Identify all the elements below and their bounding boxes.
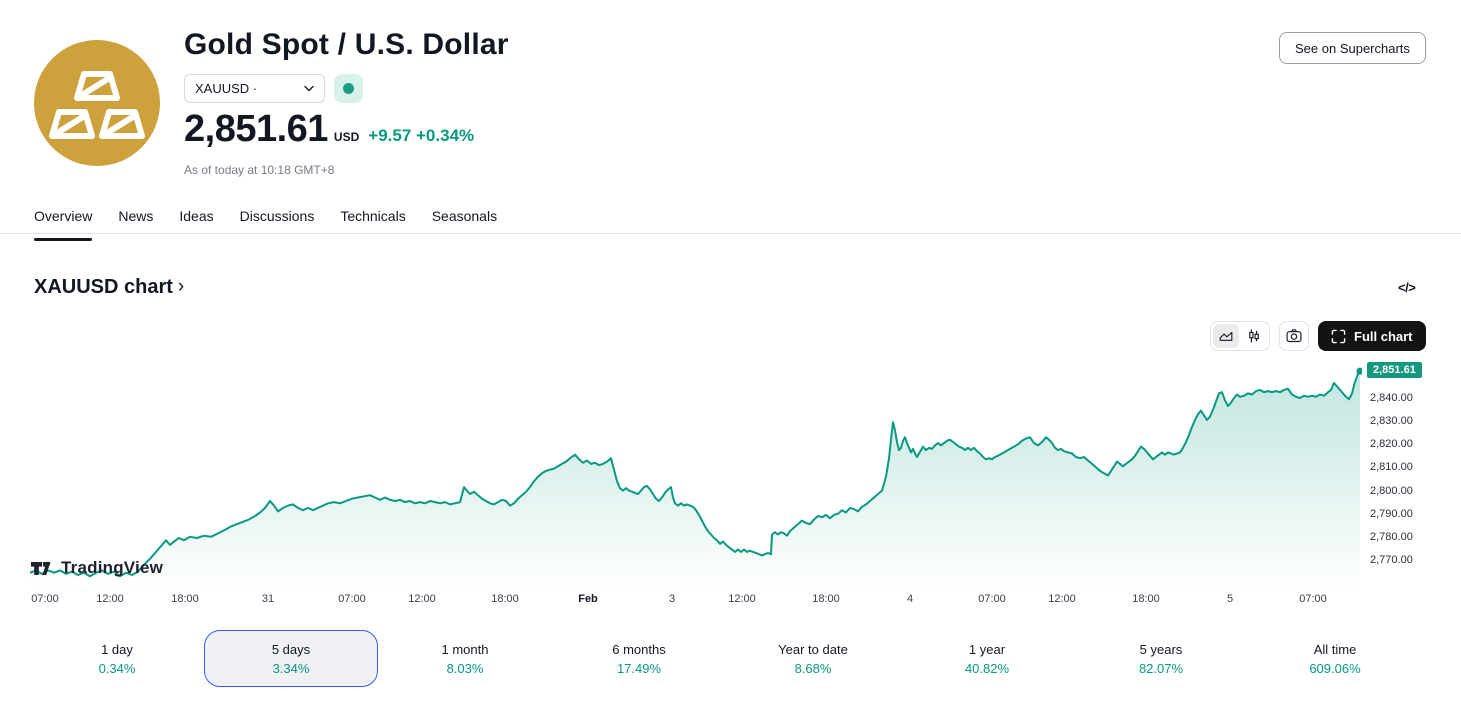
price-axis-label: 2,830.00 xyxy=(1370,415,1413,428)
range-label: 1 year xyxy=(968,641,1006,657)
tab-seasonals[interactable]: Seasonals xyxy=(431,208,498,224)
range-change: 82.07% xyxy=(1138,660,1184,676)
time-axis-label: 07:00 xyxy=(31,593,59,605)
range-button-year-to-date[interactable]: Year to date 8.68% xyxy=(726,630,900,687)
see-on-supercharts-button[interactable]: See on Supercharts xyxy=(1279,32,1426,64)
time-axis-label: 5 xyxy=(1226,593,1234,605)
price-axis-label: 2,770.00 xyxy=(1370,553,1413,566)
price-currency: USD xyxy=(333,130,360,144)
range-label: 5 days xyxy=(271,641,311,657)
time-axis-label: 12:00 xyxy=(408,593,436,605)
price-axis-label: 2,820.00 xyxy=(1370,438,1413,451)
chart-type-toggle xyxy=(1210,321,1270,351)
tab-news[interactable]: News xyxy=(118,208,154,224)
range-selector: 1 day 0.34% 5 days 3.34% 1 month 8.03% 6 month… xyxy=(30,630,1422,687)
area-chart-icon[interactable] xyxy=(1213,324,1239,348)
chevron-down-icon xyxy=(304,85,314,92)
range-change: 17.49% xyxy=(616,660,662,676)
symbol-dropdown[interactable]: XAUUSD · xyxy=(184,74,325,103)
range-label: 5 years xyxy=(1139,641,1183,657)
price-axis-label: 2,810.00 xyxy=(1370,461,1413,474)
time-axis-label: 18:00 xyxy=(171,593,199,605)
range-button-6-months[interactable]: 6 months 17.49% xyxy=(552,630,726,687)
symbol-dropdown-label: XAUUSD · xyxy=(195,81,258,96)
range-change: 609.06% xyxy=(1309,660,1361,676)
tradingview-watermark[interactable]: TradingView xyxy=(30,558,163,578)
price-axis: 2,840.00 2,830.00 2,820.00 2,810.00 2,800.00… xyxy=(1370,360,1461,592)
price-axis-label: 2,780.00 xyxy=(1370,530,1413,543)
last-price-tag: 2,851.61 xyxy=(1367,362,1422,379)
range-label: 1 day xyxy=(101,641,133,657)
time-axis-label: 07:00 xyxy=(978,593,1006,605)
time-axis-label: 12:00 xyxy=(728,593,756,605)
price-axis-label: 2,790.00 xyxy=(1370,507,1413,520)
range-button-1-day[interactable]: 1 day 0.34% xyxy=(30,630,204,687)
range-button-5-years[interactable]: 5 years 82.07% xyxy=(1074,630,1248,687)
time-axis-label: 3 xyxy=(668,593,676,605)
tradingview-logo-icon xyxy=(30,559,54,578)
tab-overview[interactable]: Overview xyxy=(34,206,93,241)
range-change: 40.82% xyxy=(964,660,1010,676)
tab-discussions[interactable]: Discussions xyxy=(239,208,315,224)
market-status-badge xyxy=(334,74,363,103)
time-axis-label: 07:00 xyxy=(338,593,366,605)
candlestick-icon[interactable] xyxy=(1241,324,1267,348)
range-label: 6 months xyxy=(612,641,666,657)
as-of-timestamp: As of today at 10:18 GMT+8 xyxy=(184,163,335,177)
time-axis-label: 18:00 xyxy=(812,593,840,605)
full-chart-label: Full chart xyxy=(1354,328,1413,344)
embed-code-icon[interactable]: </> xyxy=(1392,279,1421,296)
range-label: Year to date xyxy=(778,641,848,657)
range-button-1-year[interactable]: 1 year 40.82% xyxy=(900,630,1074,687)
market-open-dot-icon xyxy=(343,83,354,94)
range-label: 1 month xyxy=(441,641,489,657)
price-change: +9.57 +0.34% xyxy=(368,126,475,145)
symbol-price: 2,851.61 xyxy=(184,108,328,150)
time-axis-label: 4 xyxy=(906,593,914,605)
range-button-1-month[interactable]: 1 month 8.03% xyxy=(378,630,552,687)
camera-icon[interactable] xyxy=(1279,321,1309,351)
range-button-5-days[interactable]: 5 days 3.34% xyxy=(204,630,378,687)
chart-heading-label: XAUUSD chart xyxy=(34,276,173,298)
fullscreen-icon xyxy=(1331,329,1346,344)
time-axis: 07:00 12:00 18:00 31 07:00 12:00 18:00 Feb 3 12:0… xyxy=(0,593,1461,609)
tab-ideas[interactable]: Ideas xyxy=(179,208,214,224)
range-change: 8.68% xyxy=(794,660,832,676)
range-change: 0.34% xyxy=(98,660,136,676)
range-label: All time xyxy=(1313,641,1357,657)
page-title: Gold Spot / U.S. Dollar xyxy=(184,28,509,61)
price-axis-label: 2,800.00 xyxy=(1370,484,1413,497)
tab-technicals[interactable]: Technicals xyxy=(340,208,406,224)
full-chart-button[interactable]: Full chart xyxy=(1318,321,1426,351)
time-axis-label: Feb xyxy=(578,593,598,605)
price-axis-label: 2,840.00 xyxy=(1370,392,1413,404)
time-axis-label: 12:00 xyxy=(1048,593,1076,605)
time-axis-label: 07:00 xyxy=(1299,593,1327,605)
chevron-right-icon: › xyxy=(177,276,185,297)
gold-bars-logo xyxy=(34,40,160,166)
chart-section-heading[interactable]: XAUUSD chart › xyxy=(34,276,184,299)
tab-bar: Overview News Ideas Discussions Technicals Se… xyxy=(0,206,1461,241)
range-button-all-time[interactable]: All time 609.06% xyxy=(1248,630,1422,687)
time-axis-label: 18:00 xyxy=(1132,593,1160,605)
price-chart-plot[interactable] xyxy=(29,360,1364,592)
time-axis-label: 12:00 xyxy=(96,593,124,605)
range-change: 8.03% xyxy=(446,660,484,676)
time-axis-label: 31 xyxy=(261,593,275,605)
range-change: 3.34% xyxy=(272,660,310,676)
tradingview-watermark-label: TradingView xyxy=(61,558,164,577)
time-axis-label: 18:00 xyxy=(491,593,519,605)
